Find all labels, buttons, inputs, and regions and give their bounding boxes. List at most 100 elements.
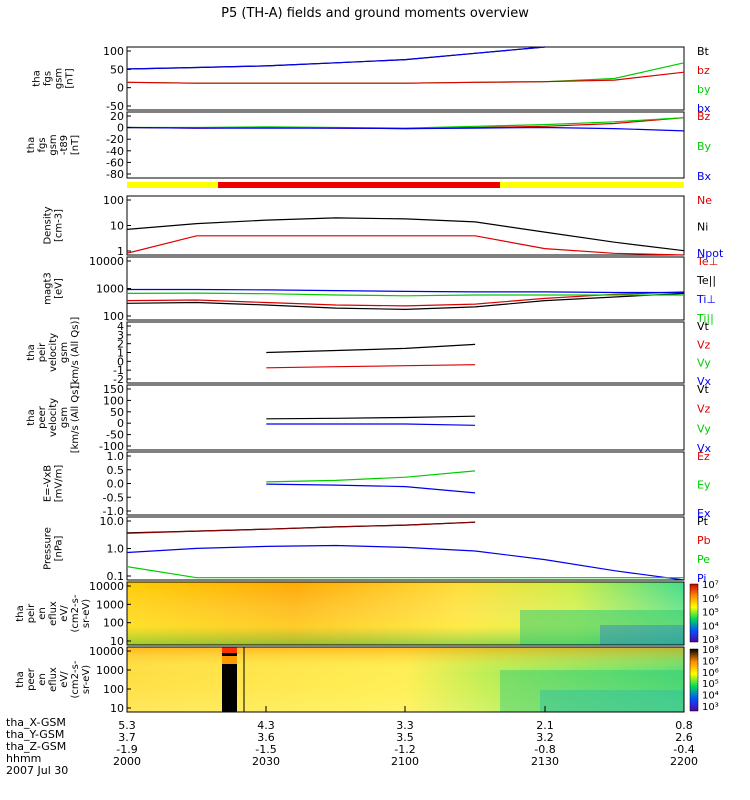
panel-ylabel-line: peir [37,342,48,362]
panel-ylabel-line: velocity [48,398,59,437]
ytick-label: -2 [113,373,124,386]
trace-peer_vel-Vt [266,415,476,420]
ytick-label: 0.1 [107,570,125,583]
legend-entry: bx [697,102,711,115]
ytick-label: 10 [110,635,124,648]
panel-ylabel-line: eflux [48,601,59,626]
colorbar-tick: 10⁵ [702,608,719,619]
xaxis-label-date: 2007 Jul 30 [6,764,69,777]
panel-ylabel-line: sr-eV) [81,599,92,628]
panel-ylabel-line: tha [26,409,37,425]
ytick-label: 4 [117,320,124,333]
legend-entry: Bz [697,110,711,123]
xtick-label: 3.3 [396,719,414,732]
xaxis-label-y: tha_Y-GSM [6,728,65,741]
legend-entry: by [697,83,711,96]
panel-frame-efield [126,451,685,516]
legend-entry: Npot [697,247,724,260]
xaxis-label-z: tha_Z-GSM [6,740,67,753]
ytick-label: 3 [117,329,124,342]
xtick-label: -0.8 [534,743,555,756]
panel-ylabel-line: [nPa] [54,535,65,561]
ytick-label: 50 [110,406,124,419]
ytick-label: 0.5 [107,464,125,477]
ytick-label: 0 [117,82,124,95]
panel-ylabel: magt3[eV] [43,272,65,305]
legend-entry: Bt [697,45,710,58]
panel-ylabel-line: tha [15,671,26,687]
trace-fgs_t89-Bx [126,126,685,132]
ytick-label: 100 [103,683,124,696]
ytick-label: 1.0 [107,543,125,556]
panel-ylabel-line: velocity [48,333,59,372]
ytick-label: -50 [106,100,124,113]
ytick-label: -1.0 [103,505,124,518]
panel-ylabel-line: peer [26,667,37,691]
ytick-label: -80 [106,168,124,181]
ytick-label: 10 [110,702,124,715]
ytick-label: -20 [106,133,124,146]
ytick-label: 100 [103,45,124,58]
trace-density-Ni [126,217,685,252]
xtick-label: 2200 [670,755,698,768]
trace-temp-Ti|| [126,292,684,297]
xtick-label: 2100 [391,755,419,768]
trace-peer_vel-Vx [266,423,476,426]
colorbar-peer [689,648,699,712]
colorbar-tick: 10⁴ [702,621,719,632]
trace-fgs-bx [126,46,545,70]
xtick-label: 2030 [252,755,280,768]
xtick-label: -0.4 [673,743,694,756]
xtick-label: -1.9 [116,743,137,756]
panel-ylabel-line: sr-eV) [81,665,92,694]
colorbar-tick: 10⁵ [702,679,719,690]
panel-ylabel-line: Pressure [43,527,54,570]
xtick-label: 3.2 [536,731,554,744]
ytick-label: -50 [106,429,124,442]
colorbar-tick: 10⁸ [702,645,719,656]
panel-ylabel-line: eV/ [59,605,70,622]
legend-entry: Vt [697,383,710,396]
panel-frame-fgs [126,46,685,111]
ytick-label: 2 [117,338,124,351]
panel-frame-density [126,195,685,256]
xtick-label: 4.3 [257,719,275,732]
xtick-label: 3.6 [257,731,275,744]
trace-peir_vel-Vt [266,343,476,354]
colorbar-tick: 10⁶ [702,668,719,679]
ytick-label: 10000 [89,580,124,593]
panel-ylabel-line: [nT] [70,135,81,155]
xtick-label: 3.7 [118,731,136,744]
ytick-label: 10000 [89,645,124,658]
ytick-label: -0.5 [103,491,124,504]
panel-frame-peer-vel [126,384,685,451]
xtick-label: -1.2 [394,743,415,756]
panel-ylabel-line: [cm-3] [54,209,65,242]
panel-ylabel-line: tha [26,344,37,360]
panel-ylabel: thapeirvelocitygsm[km/s (All Qs)] [26,317,81,389]
ytick-label: 1.0 [107,450,125,463]
panel-ylabel-line: [km/s (All Qs)] [70,317,81,389]
ytick-label: 150 [103,383,124,396]
xtick-label: 2130 [531,755,559,768]
colorbar-tick: 10⁷ [702,580,719,591]
trace-temp-Te⊥ [126,291,685,307]
legend-entry: Vy [697,422,711,435]
legend-entry: Ex [697,507,711,520]
xtick-label: -1.5 [255,743,276,756]
trace-temp-Te|| [126,292,685,311]
xaxis-label-x: tha_X-GSM [6,716,66,729]
panel-ylabel-line: (cm2-s- [70,594,81,632]
panel-ylabel-line: peir [26,603,37,623]
trace-density-Ne [126,235,685,256]
xtick-label: 2000 [113,755,141,768]
spectrogram-peer [126,646,685,713]
legend-entry: Bx [697,170,712,183]
panel-ylabel-line: en [37,673,48,686]
ytick-label: 100 [103,394,124,407]
panel-ylabel-line: tha [26,137,37,153]
ytick-label: 20 [110,110,124,123]
legend-entry: Pe [697,553,710,566]
trace-fgs_t89-By [127,117,685,129]
legend-entry: Te|| [696,274,716,287]
